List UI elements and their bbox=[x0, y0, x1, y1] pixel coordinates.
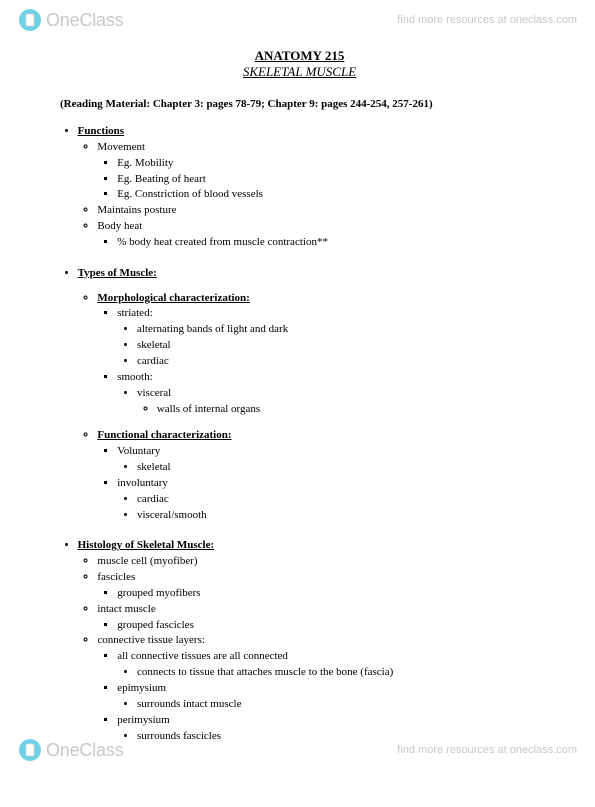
subsection-head: Functional characterization: bbox=[97, 429, 231, 441]
logo-icon bbox=[18, 738, 42, 762]
watermark-top: OneClass find more resources at oneclass… bbox=[0, 0, 595, 40]
section-functions: Functions Movement Eg. Mobility Eg. Beat… bbox=[78, 124, 539, 250]
list-item: grouped fascicles bbox=[117, 618, 539, 633]
list-item: Eg. Beating of heart bbox=[117, 172, 539, 187]
list-item: grouped myofibers bbox=[117, 586, 539, 601]
list-item: Morphological characterization: striated… bbox=[97, 291, 539, 417]
list-item: Functional characterization: Voluntary s… bbox=[97, 428, 539, 522]
list-item: skeletal bbox=[137, 338, 539, 353]
topic-title: SKELETAL MUSCLE bbox=[60, 64, 539, 80]
item-label: epimysium bbox=[117, 682, 166, 694]
document-page: ANATOMY 215 SKELETAL MUSCLE (Reading Mat… bbox=[0, 0, 595, 807]
list-item: Types of Muscle: Morphological character… bbox=[78, 266, 539, 523]
item-label: striated: bbox=[117, 307, 152, 319]
list-item: smooth: visceral walls of internal organ… bbox=[117, 370, 539, 417]
brand-link-top: find more resources at oneclass.com bbox=[397, 14, 577, 26]
list-item: involuntary cardiac visceral/smooth bbox=[117, 476, 539, 523]
section-head: Histology of Skeletal Muscle: bbox=[78, 539, 215, 551]
list-item: Movement Eg. Mobility Eg. Beating of hea… bbox=[97, 140, 539, 202]
item-label: intact muscle bbox=[97, 603, 155, 615]
list-item: Functions Movement Eg. Mobility Eg. Beat… bbox=[78, 124, 539, 250]
section-head: Types of Muscle: bbox=[78, 267, 157, 279]
item-label: fascicles bbox=[97, 571, 135, 583]
document-title-block: ANATOMY 215 SKELETAL MUSCLE bbox=[60, 48, 539, 80]
brand-name: OneClass bbox=[46, 740, 123, 761]
list-item: surrounds intact muscle bbox=[137, 697, 539, 712]
list-item: fascicles grouped myofibers bbox=[97, 570, 539, 601]
list-item: epimysium surrounds intact muscle bbox=[117, 681, 539, 712]
section-head: Functions bbox=[78, 125, 124, 137]
item-label: Voluntary bbox=[117, 445, 160, 457]
brand-name: OneClass bbox=[46, 10, 123, 31]
watermark-bottom: OneClass find more resources at oneclass… bbox=[0, 730, 595, 770]
logo-icon bbox=[18, 8, 42, 32]
list-item: cardiac bbox=[137, 354, 539, 369]
reading-material: (Reading Material: Chapter 3: pages 78-7… bbox=[60, 98, 539, 110]
section-types: Types of Muscle: Morphological character… bbox=[78, 266, 539, 523]
item-label: all connective tissues are all connected bbox=[117, 650, 288, 662]
list-item: all connective tissues are all connected… bbox=[117, 649, 539, 680]
list-item: striated: alternating bands of light and… bbox=[117, 306, 539, 368]
item-label: visceral bbox=[137, 387, 171, 399]
section-histology: Histology of Skeletal Muscle: muscle cel… bbox=[78, 538, 539, 743]
list-item: muscle cell (myofiber) bbox=[97, 554, 539, 569]
list-item: intact muscle grouped fascicles bbox=[97, 602, 539, 633]
list-item: cardiac bbox=[137, 492, 539, 507]
list-item: Maintains posture bbox=[97, 203, 539, 218]
brand-logo: OneClass bbox=[18, 738, 123, 762]
list-item: Eg. Mobility bbox=[117, 156, 539, 171]
list-item: connective tissue layers: all connective… bbox=[97, 633, 539, 743]
list-item: walls of internal organs bbox=[157, 402, 539, 417]
course-title: ANATOMY 215 bbox=[60, 48, 539, 64]
item-label: smooth: bbox=[117, 371, 152, 383]
brand-logo: OneClass bbox=[18, 8, 123, 32]
list-item: Eg. Constriction of blood vessels bbox=[117, 187, 539, 202]
subsection-head: Morphological characterization: bbox=[97, 292, 249, 304]
item-label: connective tissue layers: bbox=[97, 634, 205, 646]
list-item: alternating bands of light and dark bbox=[137, 322, 539, 337]
item-label: involuntary bbox=[117, 477, 168, 489]
item-label: perimysium bbox=[117, 714, 170, 726]
brand-link-bottom: find more resources at oneclass.com bbox=[397, 744, 577, 756]
list-item: Body heat % body heat created from muscl… bbox=[97, 219, 539, 250]
list-item: Voluntary skeletal bbox=[117, 444, 539, 475]
item-label: Movement bbox=[97, 141, 145, 153]
list-item: skeletal bbox=[137, 460, 539, 475]
list-item: Histology of Skeletal Muscle: muscle cel… bbox=[78, 538, 539, 743]
list-item: visceral/smooth bbox=[137, 508, 539, 523]
item-label: Body heat bbox=[97, 220, 142, 232]
list-item: connects to tissue that attaches muscle … bbox=[137, 665, 539, 680]
list-item: % body heat created from muscle contract… bbox=[117, 235, 539, 250]
list-item: visceral walls of internal organs bbox=[137, 386, 539, 417]
